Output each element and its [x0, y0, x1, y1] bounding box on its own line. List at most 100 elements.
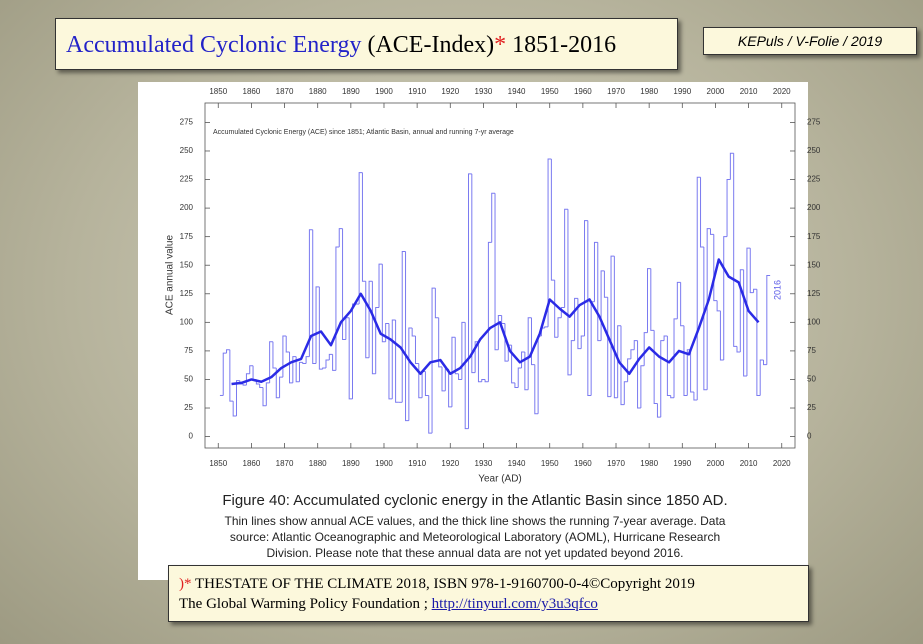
annual-step: [491, 192, 496, 243]
x-tick-label: 2020: [773, 459, 791, 468]
annual-step: [438, 317, 442, 368]
annual-step: [560, 306, 565, 318]
tag-box: KEPuls / V-Folie / 2019: [703, 27, 917, 55]
annual-step: [607, 297, 612, 398]
x-tick-label: 1870: [276, 459, 294, 468]
annual-step: [660, 340, 665, 418]
x-tick-label-top: 1980: [640, 87, 658, 96]
annual-step: [318, 286, 323, 370]
annual-step: [471, 173, 476, 374]
x-tick-label: 1890: [342, 459, 360, 468]
plot-frame: [204, 102, 796, 449]
x-tick-label-top: 1900: [375, 87, 393, 96]
title-box: Accumulated Cyclonic Energy (ACE-Index)*…: [55, 18, 678, 70]
x-tick-label-top: 1940: [508, 87, 526, 96]
annual-step: [484, 379, 489, 383]
annual-step: [656, 403, 661, 418]
annual-step: [623, 381, 628, 405]
x-tick-label-top: 1950: [541, 87, 559, 96]
annual-step: [279, 376, 283, 398]
annual-step: [663, 335, 668, 341]
y-tick-label-right: 125: [807, 289, 821, 298]
y-tick-label: 275: [180, 118, 194, 127]
annual-step: [610, 255, 615, 397]
annual-step: [567, 209, 572, 376]
annual-step: [464, 322, 469, 430]
annual-step: [709, 228, 714, 235]
y-tick-label: 25: [184, 403, 193, 412]
annual-step: [530, 317, 535, 366]
annual-step: [235, 380, 240, 417]
y-tick-label: 175: [180, 232, 194, 241]
annual-step: [584, 220, 588, 337]
title-part: (ACE-Index): [367, 32, 495, 58]
annual-step: [315, 286, 320, 364]
annual-step: [580, 335, 585, 349]
x-tick-label: 2000: [707, 459, 725, 468]
annual-step: [477, 341, 482, 383]
annual-step: [388, 323, 393, 400]
annual-step: [726, 179, 731, 237]
x-tick-label: 1940: [508, 459, 526, 468]
y-tick-label: 50: [184, 375, 193, 384]
annual-step: [405, 251, 409, 422]
annual-step: [325, 359, 330, 369]
y-tick-label: 0: [189, 432, 194, 441]
annual-step: [481, 378, 486, 382]
annual-step: [564, 208, 568, 308]
annual-step: [666, 336, 671, 396]
annual-step: [670, 395, 675, 399]
annual-step: [434, 288, 439, 319]
annual-step: [468, 173, 472, 429]
annual-step: [683, 325, 688, 396]
annual-step: [534, 364, 539, 415]
annual-step: [428, 395, 433, 434]
annual-step: [391, 319, 396, 399]
caption-line: Thin lines show annual ACE values, and t…: [224, 514, 726, 528]
annual-step: [242, 384, 247, 386]
annual-step: [451, 336, 456, 407]
annual-step: [680, 282, 684, 327]
annual-step: [766, 275, 771, 365]
annual-step: [411, 328, 416, 337]
annual-step: [749, 248, 754, 294]
annual-step: [487, 241, 492, 382]
caption-title: Figure 40: Accumulated cyclonic energy i…: [222, 492, 728, 509]
caption: Figure 40: Accumulated cyclonic energy i…: [150, 492, 800, 561]
annual-step: [262, 387, 267, 407]
annual-step: [716, 300, 721, 312]
annual-step: [448, 369, 452, 408]
y-tick-label: 125: [180, 289, 194, 298]
footer-link[interactable]: http://tinyurl.com/y3u3qfco: [431, 596, 598, 612]
plot-title: Accumulated Cyclonic Energy (ACE) since …: [213, 129, 514, 136]
annual-step: [275, 368, 280, 399]
annual-step: [342, 228, 346, 340]
x-tick-label-top: 1870: [276, 87, 294, 96]
annual-step: [424, 371, 429, 396]
running-average: [231, 258, 760, 386]
title-part: Accumulated Cyclonic Energy: [66, 32, 362, 58]
annual-step: [431, 287, 436, 434]
annual-step: [441, 366, 446, 392]
x-tick-label-top: 1930: [475, 87, 493, 96]
annual-step: [524, 352, 529, 391]
annual-step: [418, 363, 423, 399]
x-tick-label: 1980: [640, 459, 658, 468]
annual-step: [574, 297, 578, 341]
annual-step: [332, 354, 336, 371]
x-tick-label-top: 1920: [441, 87, 459, 96]
annual-step: [395, 320, 399, 403]
x-tick-label-top: 1850: [209, 87, 227, 96]
x-tick-label: 1990: [673, 459, 691, 468]
annual-step: [458, 373, 462, 380]
x-tick-label: 1910: [408, 459, 426, 468]
annual-step: [613, 256, 618, 399]
annual-step: [348, 317, 353, 400]
annual-step: [408, 327, 413, 421]
footer-box: )* THESTATE OF THE CLIMATE 2018, ISBN 97…: [168, 565, 809, 622]
y-axis-label: ACE annual value: [165, 235, 176, 315]
annual-step: [593, 241, 598, 302]
y-tick-label: 200: [180, 203, 194, 212]
x-tick-label-top: 1910: [408, 87, 426, 96]
